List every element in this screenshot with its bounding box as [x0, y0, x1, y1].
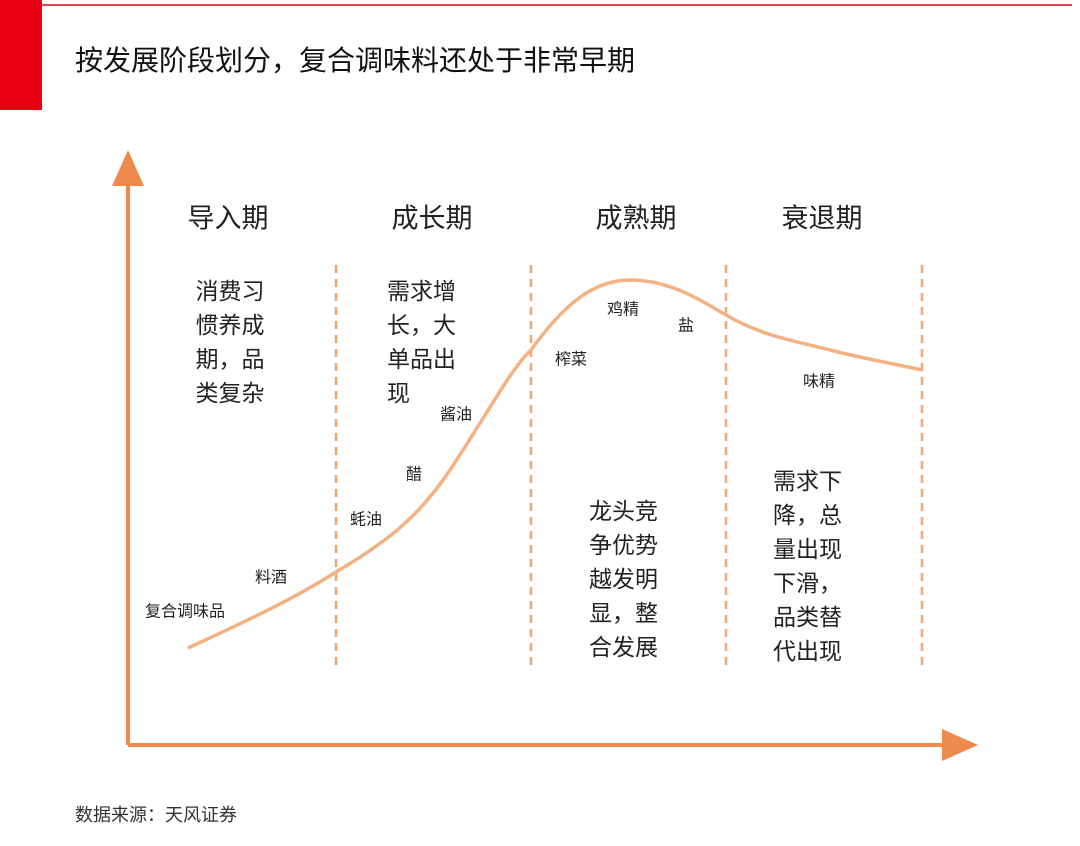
product: 鸡精: [607, 300, 639, 319]
stage-name: 成长期: [392, 204, 473, 235]
product: 味精: [803, 372, 835, 391]
product: 盐: [678, 316, 694, 335]
stage-description: 品类替: [773, 605, 842, 631]
stage-description: 需求下: [773, 469, 842, 495]
stage-description: 合发展: [589, 635, 658, 661]
stage-description: 类复杂: [196, 381, 265, 407]
stage-name: 衰退期: [782, 204, 863, 235]
stage-name: 导入期: [188, 204, 269, 235]
stage-description: 降，总: [773, 503, 842, 529]
stage-description: 龙头竞: [589, 499, 658, 525]
stage-description: 争优势: [589, 533, 658, 559]
stage-description: 代出现: [773, 639, 842, 665]
stage-description: 现: [387, 381, 410, 407]
source: 数据来源：天风证券: [75, 805, 237, 826]
stage-description: 惯养成: [196, 313, 265, 339]
stage-description: 单品出: [387, 347, 456, 373]
stage-description: 期，品: [196, 347, 265, 373]
product: 蚝油: [350, 510, 382, 529]
stage-dividers: [334, 265, 924, 670]
product: 复合调味品: [145, 602, 225, 621]
product: 榨菜: [555, 350, 587, 369]
product: 料酒: [255, 568, 287, 587]
product: 酱油: [440, 405, 472, 424]
lifecycle-curve: [187, 278, 923, 650]
stage-description: 越发明: [589, 567, 658, 593]
product: 醋: [406, 465, 422, 484]
stage-description: 显，整: [589, 601, 658, 627]
red-block: [0, 0, 42, 110]
stage-description: 需求增: [387, 279, 456, 305]
title: 按发展阶段划分，复合调味料还处于非常早期: [75, 44, 635, 77]
stage-name: 成熟期: [596, 204, 677, 235]
stage-description: 下滑，: [773, 571, 842, 597]
stage-description: 长，大: [387, 313, 456, 339]
stage-description: 消费习: [196, 279, 265, 305]
stage-description: 量出现: [773, 537, 842, 563]
